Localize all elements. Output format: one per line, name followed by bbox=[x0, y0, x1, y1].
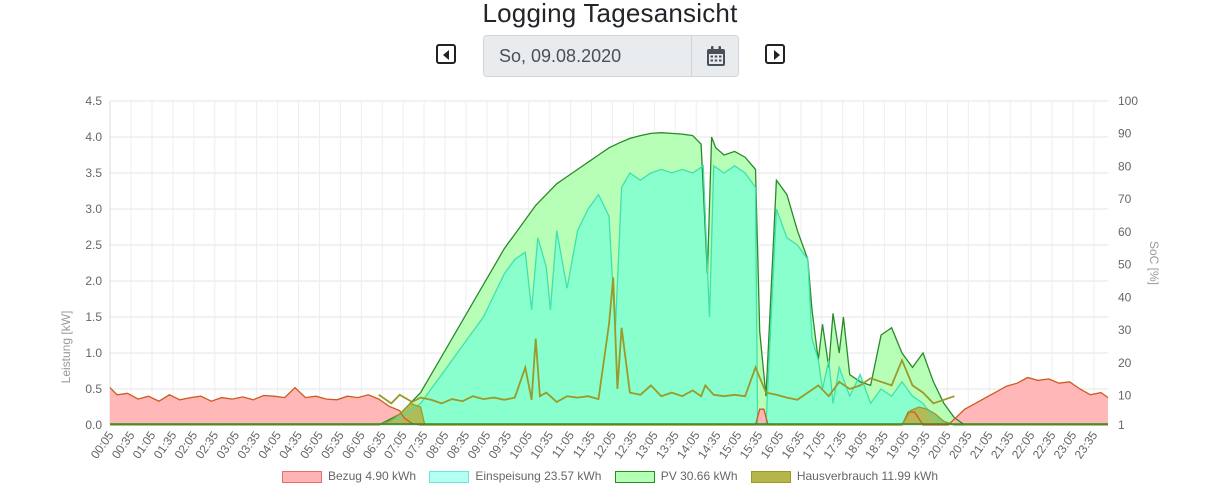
y-tick-label: 2.0 bbox=[85, 274, 102, 288]
y2-tick-label: 80 bbox=[1118, 159, 1132, 173]
y-tick-label: 1.5 bbox=[85, 310, 102, 324]
date-input[interactable]: So, 09.08.2020 bbox=[484, 36, 691, 76]
y2-tick-label: 40 bbox=[1118, 290, 1132, 304]
y-tick-label: 0.5 bbox=[85, 382, 102, 396]
page-title: Logging Tagesansicht bbox=[482, 0, 738, 28]
area-bezug bbox=[110, 377, 1108, 425]
legend-swatch-pv bbox=[614, 470, 655, 483]
legend-item-einspeisung[interactable]: Einspeisung 23.57 kWh bbox=[429, 469, 601, 483]
x-tick-label: 10:35 bbox=[527, 428, 556, 461]
y2-axis-label: SoC [%] bbox=[1147, 241, 1161, 285]
legend-swatch-hausverbrauch bbox=[750, 470, 791, 483]
prev-day-button[interactable] bbox=[436, 44, 456, 64]
y2-tick-label: 1 bbox=[1118, 418, 1125, 432]
y2-tick-label: 60 bbox=[1118, 225, 1132, 239]
next-day-button[interactable] bbox=[765, 44, 785, 64]
legend-label-einspeisung: Einspeisung 23.57 kWh bbox=[475, 468, 602, 483]
y-tick-label: 4.0 bbox=[85, 130, 102, 144]
y-tick-label: 1.0 bbox=[85, 346, 102, 360]
arrow-right-icon bbox=[774, 50, 780, 60]
chart-legend: Bezug 4.90 kWh Einspeisung 23.57 kWh PV … bbox=[0, 468, 1220, 483]
legend-label-hausverbrauch: Hausverbrauch 11.99 kWh bbox=[796, 468, 939, 483]
y2-tick-label: 10 bbox=[1118, 389, 1132, 403]
calendar-button[interactable] bbox=[691, 36, 738, 76]
line-einspeisung bbox=[378, 164, 965, 426]
y-tick-label: 0.0 bbox=[85, 418, 102, 432]
legend-swatch-einspeisung bbox=[429, 470, 470, 483]
y2-tick-label: 30 bbox=[1118, 323, 1132, 337]
y2-tick-label: 100 bbox=[1118, 94, 1138, 108]
legend-label-pv: PV 30.66 kWh bbox=[660, 468, 738, 483]
y-tick-label: 3.5 bbox=[85, 166, 102, 180]
y-axis-label: Leistung [kW] bbox=[59, 311, 73, 384]
date-picker[interactable]: So, 09.08.2020 bbox=[483, 35, 739, 77]
arrow-left-icon bbox=[443, 50, 449, 60]
y-tick-label: 2.5 bbox=[85, 238, 102, 252]
y2-tick-label: 70 bbox=[1118, 192, 1132, 206]
legend-item-bezug[interactable]: Bezug 4.90 kWh bbox=[281, 468, 417, 483]
line-bezug bbox=[109, 376, 1109, 426]
line-hausverbrauch bbox=[110, 402, 1108, 426]
legend-swatch-bezug bbox=[281, 470, 322, 483]
y-tick-label: 4.5 bbox=[85, 94, 102, 108]
calendar-icon bbox=[707, 46, 725, 66]
legend-item-pv[interactable]: PV 30.66 kWh bbox=[614, 468, 738, 483]
x-tick-label: 23:35 bbox=[1072, 428, 1101, 461]
y2-tick-label: 90 bbox=[1118, 127, 1132, 141]
legend-item-hausverbrauch[interactable]: Hausverbrauch 11.99 kWh bbox=[750, 468, 939, 483]
power-chart: Leistung [kW] SoC [%] 0.0 0.5 1.0 1.5 2.0 2.5… bbox=[59, 94, 1161, 461]
legend-label-bezug: Bezug 4.90 kWh bbox=[327, 468, 417, 483]
y2-tick-label: 50 bbox=[1118, 258, 1132, 272]
line-consumption bbox=[378, 277, 955, 405]
y-tick-label: 3.0 bbox=[85, 202, 102, 216]
y2-tick-label: 20 bbox=[1118, 356, 1132, 370]
